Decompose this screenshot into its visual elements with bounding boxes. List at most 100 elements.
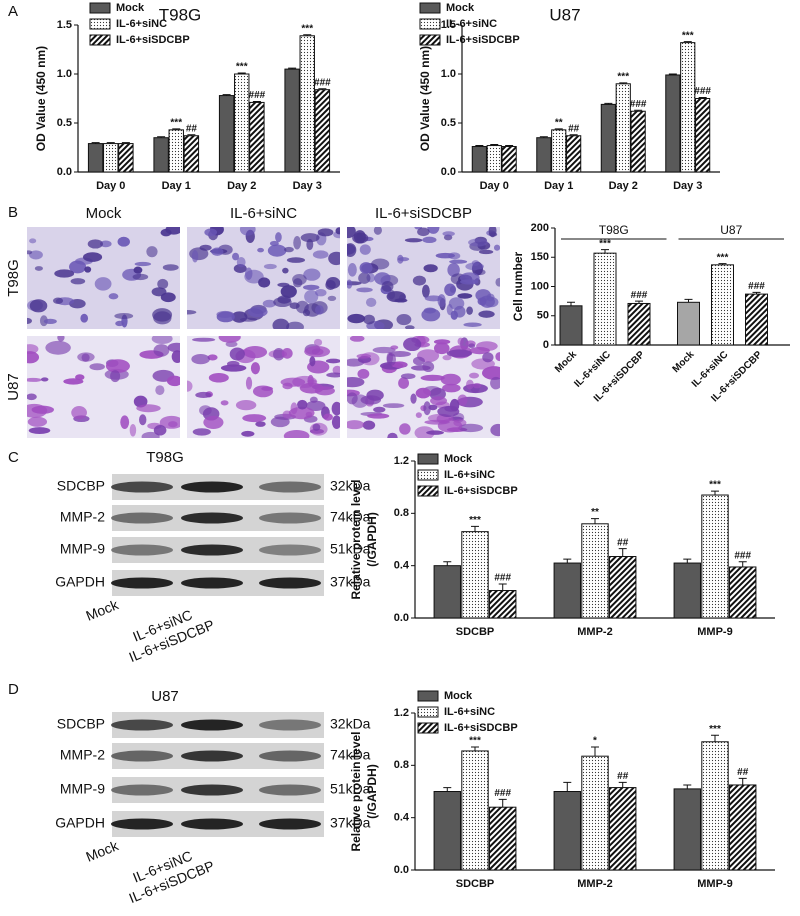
size-label: 51kDa [330, 541, 371, 557]
error-bar [490, 144, 499, 146]
bar [118, 143, 134, 173]
significance-label: ## [737, 767, 749, 778]
significance-label: ### [630, 99, 647, 110]
blot-band [181, 544, 243, 556]
legend-label: Mock [444, 453, 473, 465]
blot-band [259, 784, 321, 796]
x-tick-label: Day 1 [162, 180, 191, 192]
group-label: T98G [599, 223, 629, 237]
significance-label: *** [709, 480, 721, 491]
legend-label: IL-6+siNC [444, 706, 495, 718]
y-axis-label: Cell number [511, 252, 525, 322]
size-label: 32kDa [330, 716, 371, 732]
blot-band [259, 512, 321, 524]
bar [489, 590, 517, 619]
legend-label: IL-6+siNC [446, 18, 497, 30]
error-bar [591, 518, 599, 524]
bar [103, 143, 119, 173]
significance-label: ** [555, 118, 563, 129]
significance-label: ### [734, 550, 751, 561]
error-bar [604, 102, 613, 105]
bar [615, 83, 631, 173]
legend-label: IL-6+siNC [444, 469, 495, 481]
bar [729, 566, 757, 619]
lane-label: Mock [84, 837, 122, 865]
error-bar [554, 128, 563, 130]
error-bar [569, 134, 578, 136]
bar [745, 293, 768, 346]
error-bar [157, 136, 166, 138]
significance-label: ### [694, 86, 711, 97]
significance-label: *** [617, 71, 629, 82]
error-bar [471, 525, 479, 532]
x-tick-label: Day 0 [480, 180, 509, 192]
bar [630, 110, 646, 173]
protein-label: MMP-9 [60, 781, 105, 797]
error-bar [711, 734, 719, 742]
bar [299, 35, 315, 173]
blot-band [111, 750, 173, 762]
bar [593, 252, 617, 346]
significance-label: *** [170, 118, 182, 129]
bar [87, 143, 104, 173]
bar [218, 95, 235, 173]
y-tick-label: 0.8 [394, 507, 409, 519]
micrograph [27, 336, 180, 438]
bar [581, 755, 609, 871]
x-tick-label: Day 2 [609, 180, 638, 192]
significance-label: *** [709, 724, 721, 735]
x-tick-label: MMP-9 [697, 878, 732, 890]
lane-label: Mock [84, 596, 122, 624]
error-bar [172, 128, 181, 130]
column-label: Mock [86, 205, 122, 222]
error-bar [563, 558, 572, 564]
significance-label: *** [717, 252, 729, 263]
legend-swatch [89, 18, 111, 30]
legend-label: IL-6+siSDCBP [116, 34, 190, 46]
protein-label: MMP-2 [60, 747, 105, 763]
size-label: 74kDa [330, 509, 371, 525]
y-tick-label: 0.0 [57, 166, 72, 178]
y-tick-label: 0.0 [394, 612, 409, 624]
bar [234, 73, 250, 173]
x-tick-label: MMP-2 [577, 626, 612, 638]
bar [433, 565, 461, 619]
micrograph [187, 227, 340, 329]
bar [314, 89, 331, 173]
bar [433, 791, 461, 871]
significance-label: *** [469, 515, 481, 526]
group-label: U87 [720, 223, 742, 237]
error-bar [752, 291, 761, 295]
micrograph [187, 336, 340, 438]
size-label: 74kDa [330, 747, 371, 763]
bar [551, 129, 567, 173]
y-tick-label: 1.0 [441, 68, 456, 80]
blot-band [259, 544, 321, 556]
error-bar [222, 94, 231, 96]
blot-band [111, 818, 173, 830]
protein-label: GAPDH [55, 574, 105, 590]
significance-label: ## [568, 123, 580, 134]
legend-label: Mock [446, 2, 475, 14]
error-bar [443, 787, 452, 792]
legend-swatch [417, 722, 439, 734]
error-bar [91, 142, 100, 144]
bar [680, 42, 696, 173]
error-bar [683, 41, 692, 43]
legend-swatch [89, 2, 111, 14]
legend-label: IL-6+siSDCBP [444, 485, 518, 497]
size-label: 32kDa [330, 478, 371, 494]
protein-label: MMP-9 [60, 541, 105, 557]
error-bar [303, 34, 312, 36]
x-tick-label: Mock [553, 349, 579, 375]
legend-swatch [417, 706, 439, 718]
y-axis-label: (/GAPDH) [365, 512, 379, 567]
blot-band [259, 577, 321, 589]
y-tick-label: 0.4 [394, 560, 410, 572]
size-label: 37kDa [330, 574, 371, 590]
x-tick-label: Mock [671, 349, 697, 375]
error-bar [698, 97, 707, 99]
significance-label: ## [617, 771, 629, 782]
blot-band [111, 577, 173, 589]
y-tick-label: 0.8 [394, 759, 409, 771]
